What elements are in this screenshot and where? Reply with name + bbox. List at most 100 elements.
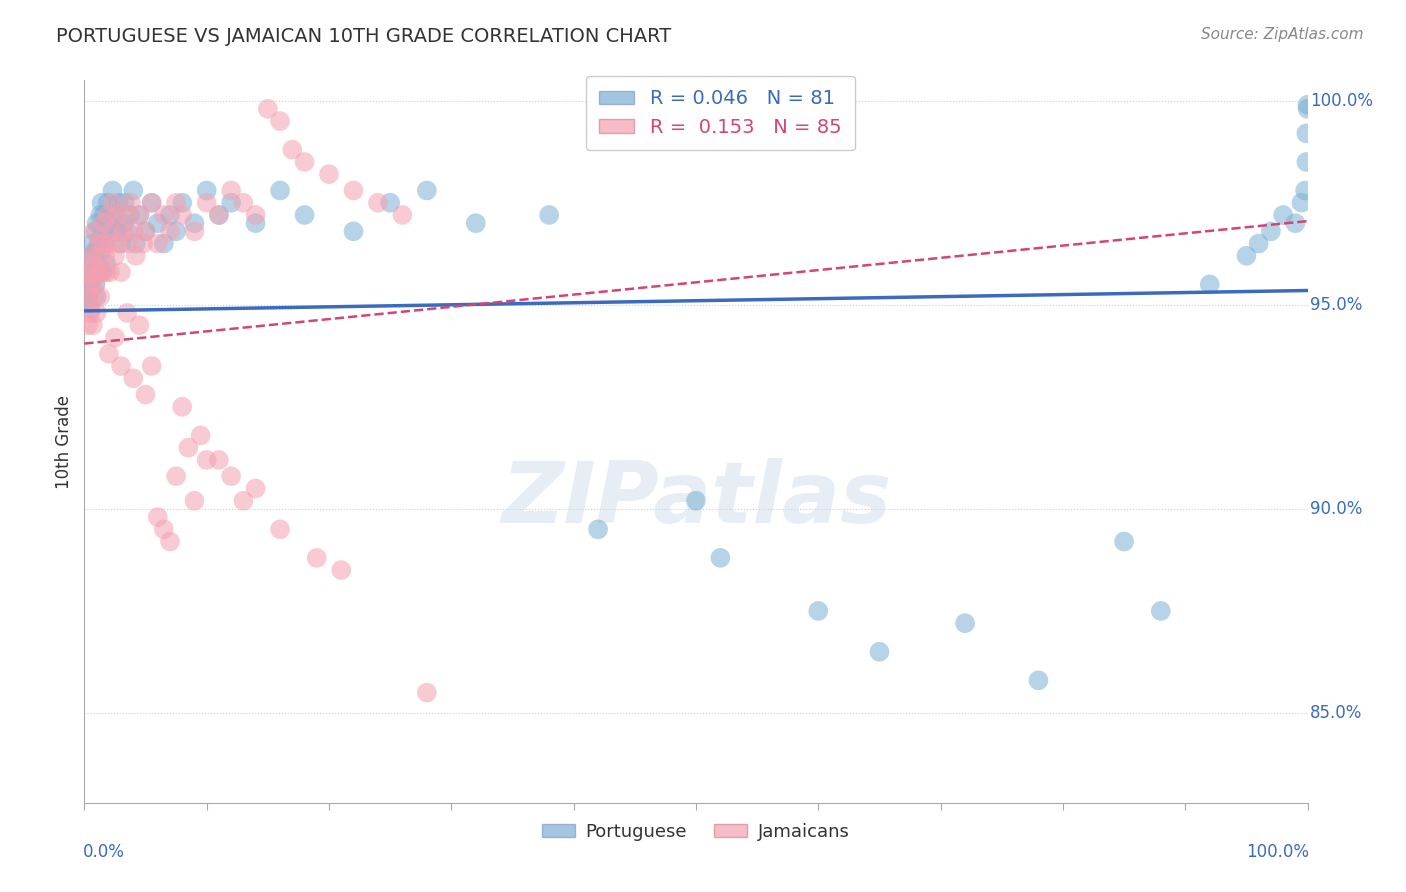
Point <box>87 236 110 251</box>
Point <box>84 277 107 292</box>
Point <box>98 208 121 222</box>
Text: 0.0%: 0.0% <box>83 843 125 861</box>
Text: 95.0%: 95.0% <box>1310 296 1362 314</box>
Point <box>219 184 242 198</box>
Point <box>86 290 108 304</box>
Point <box>83 224 105 238</box>
Point <box>1028 673 1050 688</box>
Text: 90.0%: 90.0% <box>1310 500 1362 518</box>
Point <box>953 616 976 631</box>
Point <box>77 285 100 300</box>
Point <box>685 493 707 508</box>
Point <box>135 224 157 238</box>
Point <box>83 244 105 259</box>
Point <box>82 318 104 333</box>
Point <box>330 563 353 577</box>
Point <box>159 208 181 222</box>
Point <box>257 102 280 116</box>
Point <box>105 224 128 238</box>
Point <box>183 493 205 508</box>
Point <box>165 469 187 483</box>
Point <box>245 482 267 496</box>
Point <box>146 510 169 524</box>
Point <box>132 236 155 251</box>
Point <box>84 224 107 238</box>
Point <box>77 265 100 279</box>
Point <box>79 277 101 292</box>
Point <box>77 290 100 304</box>
Point <box>146 236 169 251</box>
Point <box>159 224 181 238</box>
Point <box>110 359 132 373</box>
Point <box>79 306 101 320</box>
Point <box>107 195 129 210</box>
Point <box>245 208 267 222</box>
Point <box>1291 195 1313 210</box>
Point <box>96 257 118 271</box>
Point <box>159 534 181 549</box>
Point <box>77 318 100 333</box>
Point <box>128 208 150 222</box>
Point <box>269 184 291 198</box>
Point <box>87 236 110 251</box>
Point <box>208 208 231 222</box>
Point <box>1284 216 1306 230</box>
Point <box>112 224 135 238</box>
Point <box>586 522 609 536</box>
Point <box>1294 184 1316 198</box>
Point <box>183 216 205 230</box>
Point <box>195 195 218 210</box>
Point <box>90 265 112 279</box>
Point <box>80 257 103 271</box>
Point <box>153 522 176 536</box>
Point <box>115 306 138 320</box>
Point <box>84 277 107 292</box>
Point <box>93 216 115 230</box>
Point <box>89 208 111 222</box>
Point <box>1198 277 1220 292</box>
Point <box>269 522 291 536</box>
Point <box>112 216 135 230</box>
Point <box>305 550 328 565</box>
Point <box>146 216 169 230</box>
Point <box>107 236 129 251</box>
Point <box>125 236 148 251</box>
Point <box>153 208 176 222</box>
Point <box>91 224 114 238</box>
Point <box>141 195 163 210</box>
Point <box>86 216 108 230</box>
Point <box>342 184 364 198</box>
Point <box>165 195 187 210</box>
Point <box>97 195 120 210</box>
Point <box>86 249 108 263</box>
Point <box>464 216 486 230</box>
Point <box>82 265 104 279</box>
Point <box>120 195 142 210</box>
Point <box>97 236 120 251</box>
Text: PORTUGUESE VS JAMAICAN 10TH GRADE CORRELATION CHART: PORTUGUESE VS JAMAICAN 10TH GRADE CORREL… <box>56 27 672 45</box>
Point <box>77 293 100 308</box>
Point <box>1260 224 1282 238</box>
Point <box>110 265 132 279</box>
Point <box>87 257 110 271</box>
Point <box>105 208 128 222</box>
Point <box>380 195 402 210</box>
Point <box>115 208 138 222</box>
Point <box>87 265 110 279</box>
Point <box>177 441 200 455</box>
Point <box>245 216 267 230</box>
Point <box>115 224 138 238</box>
Text: ZIPatlas: ZIPatlas <box>501 458 891 541</box>
Point <box>183 224 205 238</box>
Point <box>281 143 304 157</box>
Text: 100.0%: 100.0% <box>1246 843 1309 861</box>
Legend: Portuguese, Jamaicans: Portuguese, Jamaicans <box>536 815 856 848</box>
Point <box>93 208 115 222</box>
Point <box>122 184 145 198</box>
Point <box>416 184 439 198</box>
Point <box>391 208 413 222</box>
Point <box>89 244 111 259</box>
Point <box>94 249 117 263</box>
Point <box>219 469 242 483</box>
Point <box>89 290 111 304</box>
